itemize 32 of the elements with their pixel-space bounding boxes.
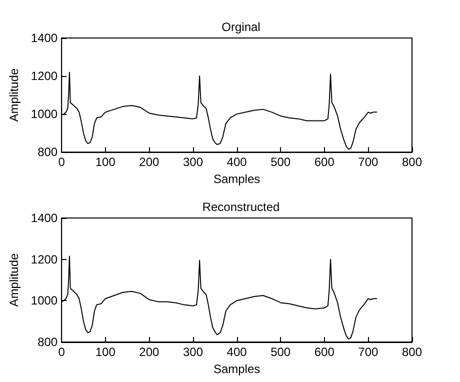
y-tick-label: 1000 [30,294,58,308]
y-tick-label: 1200 [30,69,58,84]
y-axis-title: Amplitude [7,68,21,122]
x-tick-label: 600 [314,155,335,170]
y-tick-label: 1400 [30,211,58,225]
chart-title: Orginal [222,20,260,34]
x-tick-label: 300 [182,345,204,359]
x-tick-label: 500 [270,345,291,359]
chart-title: Reconstructed [202,200,280,214]
x-tick-label: 0 [58,155,66,170]
y-tick-label: 800 [38,335,58,349]
x-axis-title: Samples [213,362,260,376]
y-tick-label: 800 [38,145,58,160]
x-tick-label: 700 [358,345,379,359]
x-tick-label: 300 [182,155,204,170]
y-axis-title: Amplitude [7,253,21,307]
x-tick-label: 600 [314,345,335,359]
y-tick-label: 1000 [30,107,58,122]
x-tick-label: 800 [402,345,422,359]
x-tick-label: 700 [358,155,379,170]
x-tick-label: 800 [402,155,422,170]
x-tick-label: 100 [95,345,116,359]
x-tick-label: 200 [139,155,160,170]
x-tick-label: 0 [58,345,66,359]
x-tick-label: 400 [226,345,248,359]
x-tick-label: 200 [139,345,160,359]
y-tick-label: 1400 [30,31,58,45]
y-tick-label: 1200 [30,252,58,266]
x-tick-label: 400 [226,155,248,170]
x-tick-label: 500 [270,155,291,170]
x-axis-title: Samples [213,172,260,186]
x-tick-label: 100 [95,155,116,170]
